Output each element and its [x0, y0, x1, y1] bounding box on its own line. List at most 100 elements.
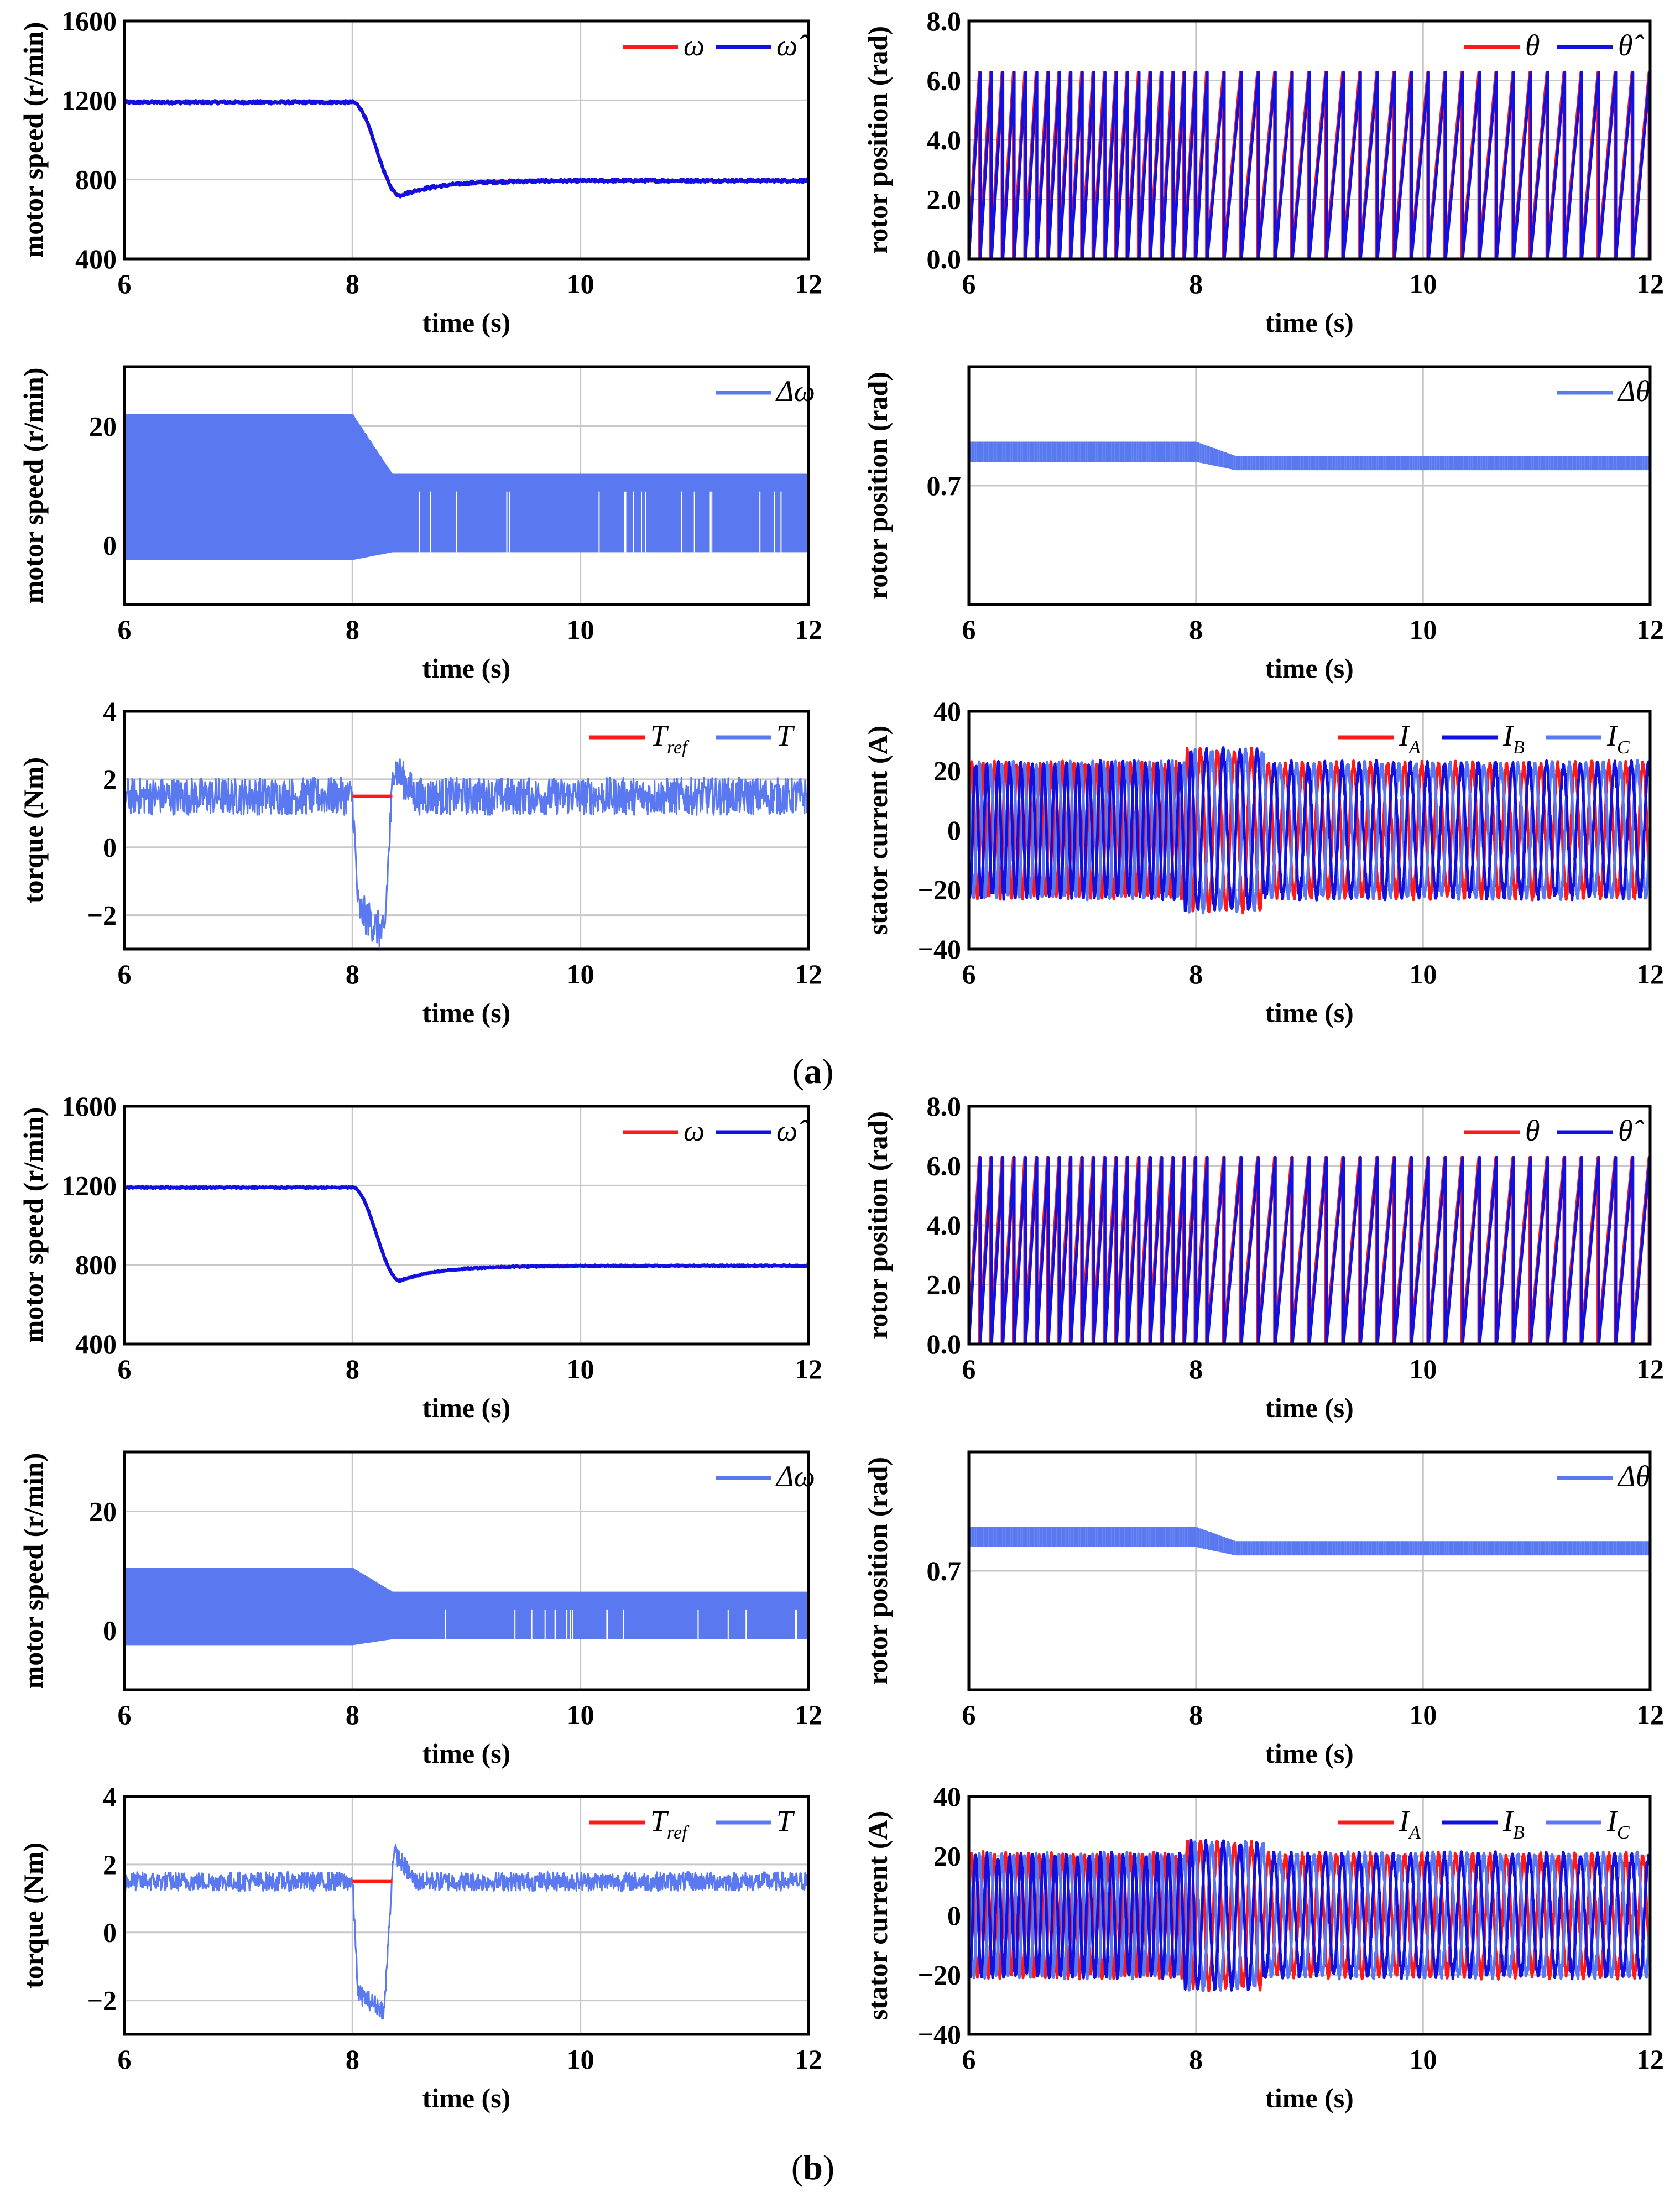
axes-frame — [123, 19, 810, 261]
y-axis-label: motor speed (r/min) — [18, 368, 49, 604]
legend-label: IB — [1502, 1804, 1525, 1843]
x-tick-label: 6 — [118, 1353, 132, 1384]
x-tick-label: 8 — [346, 959, 359, 990]
y-tick-label: 800 — [75, 164, 117, 195]
legend-label: IC — [1606, 719, 1630, 758]
x-tick-label: 10 — [1409, 1699, 1437, 1730]
plot-area — [124, 1106, 808, 1344]
legend-label: Δω — [775, 1460, 815, 1493]
legend: IC IB IA — [1338, 719, 1630, 758]
y-tick-label: 1600 — [61, 1091, 117, 1122]
x-axis-label: time (s) — [1265, 307, 1354, 338]
y-tick-label: 400 — [75, 243, 117, 274]
plot-area — [124, 711, 808, 949]
x-tick-label: 6 — [962, 959, 976, 990]
legend-label: T — [776, 719, 795, 752]
x-tick-label: 8 — [1189, 2044, 1203, 2075]
y-axis-label: stator current (A) — [862, 726, 893, 935]
x-tick-label: 12 — [795, 959, 822, 990]
legend-label: Δω — [775, 374, 815, 408]
chart-b-dpos: 6 8 10 12 0.7 time (s) rotor position (rad) Δθ — [862, 1450, 1664, 1769]
y-tick-label: 2 — [103, 1849, 117, 1880]
legend: IC IB IA — [1338, 1804, 1630, 1843]
series-band — [124, 414, 808, 560]
x-tick-label: 8 — [1189, 1353, 1203, 1384]
caption-a: (a) — [792, 1051, 834, 1091]
series-ia — [969, 1839, 1650, 1992]
y-tick-label: 1200 — [61, 1170, 117, 1201]
band-gaps — [445, 1609, 797, 1639]
y-tick-label: 0.0 — [927, 1329, 962, 1360]
y-tick-label: 4 — [103, 1781, 117, 1812]
x-tick-label: 10 — [567, 1353, 594, 1384]
x-tick-label: 8 — [346, 614, 359, 645]
y-axis-label: motor speed (r/min) — [18, 1107, 49, 1344]
plot-layer — [124, 758, 808, 947]
chart-a-dspeed: 6 8 10 12 0 20 time (s) motor speed (r/min) Δω — [18, 365, 822, 684]
y-tick-label: 6.0 — [927, 1150, 962, 1181]
x-tick-label: 6 — [962, 1699, 976, 1730]
series-band — [969, 441, 1650, 471]
y-tick-label: 8.0 — [927, 1091, 962, 1122]
y-tick-label: 40 — [933, 696, 961, 727]
axes-frame — [123, 1450, 810, 1691]
x-tick-label: 12 — [1636, 1353, 1664, 1384]
legend-label: IA — [1399, 719, 1421, 758]
x-tick-label: 6 — [962, 2044, 976, 2075]
axes-frame — [967, 365, 1652, 606]
plot-area — [124, 1797, 808, 2034]
x-tick-label: 6 — [962, 1353, 976, 1384]
x-tick-label: 12 — [1636, 268, 1664, 299]
plot-layer — [124, 414, 808, 560]
series-ib — [969, 1839, 1650, 1992]
axes-frame — [123, 1795, 810, 2036]
x-tick-label: 12 — [1636, 614, 1664, 645]
y-tick-label: −40 — [918, 2019, 962, 2050]
legend-label: T — [776, 1804, 795, 1837]
x-tick-label: 8 — [1189, 959, 1203, 990]
axes-frame — [123, 365, 810, 606]
x-tick-label: 12 — [795, 1699, 822, 1730]
x-tick-label: 8 — [1189, 1699, 1203, 1730]
y-axis-label: stator current (A) — [862, 1811, 893, 2021]
legend-label: θ — [1525, 1114, 1540, 1147]
x-tick-label: 6 — [118, 959, 132, 990]
legend-label: IB — [1502, 719, 1525, 758]
x-tick-label: 6 — [118, 2044, 132, 2075]
y-tick-label: 4 — [103, 696, 117, 727]
chart-a-pos: 6 8 10 12 0.0 2.0 4.0 6.0 8.0 time (s) rotor posit… — [862, 6, 1664, 338]
x-tick-label: 12 — [1636, 2044, 1664, 2075]
x-axis-label: time (s) — [422, 307, 511, 338]
legend-label: ω — [684, 1114, 705, 1147]
axes-frame — [123, 710, 810, 951]
x-tick-label: 6 — [962, 268, 976, 299]
series-band — [969, 1527, 1650, 1556]
x-axis-label: time (s) — [422, 997, 511, 1028]
chart-b-speed: 6 8 10 12 400 800 1200 1600 time (s) motor speed … — [18, 1091, 822, 1423]
x-axis-label: time (s) — [422, 2082, 511, 2113]
y-tick-label: 0 — [103, 530, 117, 561]
series-ic — [969, 747, 1650, 915]
y-tick-label: 2.0 — [927, 184, 962, 215]
plot-layer — [969, 1839, 1650, 1992]
x-tick-label: 8 — [1189, 268, 1203, 299]
y-tick-label: 6.0 — [927, 65, 962, 96]
y-tick-label: 20 — [933, 1841, 961, 1872]
chart-b-torque: 6 8 10 12 −2 0 2 4 time (s) torque (Nm) T Tref — [18, 1781, 822, 2113]
caption-b: (b) — [791, 2148, 834, 2187]
x-axis-label: time (s) — [422, 1738, 511, 1769]
axes-frame — [967, 710, 1652, 951]
legend: Δθ — [1557, 1460, 1650, 1493]
series-ib — [969, 746, 1650, 912]
y-tick-label: 0 — [947, 1900, 961, 1931]
x-tick-label: 8 — [346, 1353, 359, 1384]
y-tick-label: 800 — [75, 1249, 117, 1280]
y-tick-label: 20 — [89, 1496, 117, 1527]
y-tick-label: 40 — [933, 1781, 961, 1812]
y-axis-label: torque (Nm) — [18, 757, 49, 903]
x-tick-label: 8 — [346, 1699, 359, 1730]
x-tick-label: 10 — [1409, 614, 1437, 645]
x-tick-label: 6 — [962, 614, 976, 645]
y-axis-label: motor speed (r/min) — [18, 1453, 49, 1689]
series-band — [124, 1568, 808, 1646]
